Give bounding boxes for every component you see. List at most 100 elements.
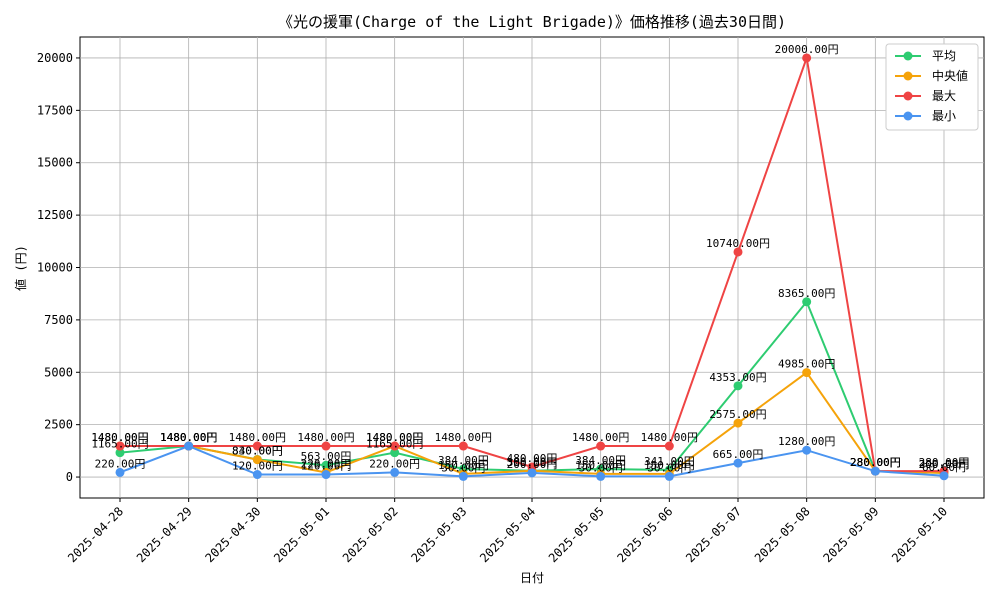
legend-label: 最小 xyxy=(932,109,956,123)
data-label: 280.00円 xyxy=(919,456,970,469)
y-axis-ticks: 0 2500 5000 7500 10000 12500 15000 17500 20000 xyxy=(37,51,80,484)
data-label: 120.00円 xyxy=(232,460,283,473)
data-label: 30.00円 xyxy=(647,461,691,474)
data-label: 1480.00円 xyxy=(641,431,698,444)
data-label: 1480.00円 xyxy=(91,431,148,444)
data-point xyxy=(321,470,331,480)
data-label: 220.00円 xyxy=(95,457,146,470)
data-label: 280.00円 xyxy=(850,456,901,469)
data-label: 300.00円 xyxy=(507,456,558,469)
data-point xyxy=(252,455,262,465)
x-tick-label: 2025-04-30 xyxy=(202,504,263,565)
data-label: 1480.00円 xyxy=(160,431,217,444)
data-point xyxy=(939,471,949,481)
y-tick-label: 7500 xyxy=(44,313,73,327)
data-label: 384.00円 xyxy=(575,454,626,467)
data-point xyxy=(390,441,400,451)
data-label: 300.00円 xyxy=(507,456,558,469)
data-label: 150.00円 xyxy=(575,459,626,472)
x-axis-ticks: 2025-04-28 2025-04-29 2025-04-30 2025-05-01… xyxy=(65,498,950,565)
data-point xyxy=(664,441,674,451)
data-label: 1480.00円 xyxy=(435,431,492,444)
y-tick-label: 12500 xyxy=(37,208,73,222)
legend-box xyxy=(885,43,979,131)
legend-label: 平均 xyxy=(932,49,956,63)
data-point xyxy=(390,448,400,458)
data-point xyxy=(115,441,125,451)
data-label: 1480.00円 xyxy=(572,431,629,444)
data-label: 830.00円 xyxy=(232,445,283,458)
data-label: 60.00円 xyxy=(922,461,966,474)
data-label: 220.00円 xyxy=(301,457,352,470)
x-tick-label: 2025-05-09 xyxy=(820,504,881,565)
data-point xyxy=(802,368,812,378)
x-tick-label: 2025-05-05 xyxy=(546,504,607,565)
data-point xyxy=(321,441,331,451)
data-point xyxy=(802,53,812,63)
x-tick-label: 2025-05-08 xyxy=(752,504,813,565)
data-label: 280.00円 xyxy=(850,456,901,469)
data-label: 480.00円 xyxy=(507,452,558,465)
data-point xyxy=(733,381,743,391)
data-point xyxy=(252,441,262,451)
data-point xyxy=(733,247,743,257)
data-point xyxy=(802,445,812,455)
x-tick-label: 2025-04-29 xyxy=(134,504,195,565)
data-label: 1480.00円 xyxy=(91,431,148,444)
data-label: 1480.00円 xyxy=(160,431,217,444)
data-point xyxy=(802,297,812,307)
x-tick-label: 2025-04-28 xyxy=(65,504,126,565)
data-point xyxy=(664,471,674,481)
data-label: 280.00円 xyxy=(850,456,901,469)
data-label: 1480.00円 xyxy=(160,431,217,444)
y-tick-label: 17500 xyxy=(37,103,73,117)
y-tick-label: 10000 xyxy=(37,261,73,275)
legend-label: 最大 xyxy=(932,89,956,103)
data-label: 840.00円 xyxy=(232,444,283,457)
data-label: 341.00円 xyxy=(644,455,695,468)
legend-marker xyxy=(903,51,913,61)
data-label: 1480.00円 xyxy=(366,431,423,444)
y-tick-label: 15000 xyxy=(37,156,73,170)
data-label: 8365.00円 xyxy=(778,287,835,300)
y-tick-label: 0 xyxy=(66,470,73,484)
legend-marker xyxy=(903,71,913,81)
data-label: 4353.00円 xyxy=(709,371,766,384)
data-label: 220.00円 xyxy=(369,457,420,470)
data-label: 150.00円 xyxy=(438,459,489,472)
data-point xyxy=(596,471,606,481)
data-label: 30.00円 xyxy=(441,461,485,474)
y-tick-label: 2500 xyxy=(44,418,73,432)
data-label: 384.00円 xyxy=(438,454,489,467)
data-label: 200.00円 xyxy=(919,458,970,471)
x-tick-label: 2025-05-04 xyxy=(477,504,538,565)
data-label: 200.00円 xyxy=(507,458,558,471)
y-tick-label: 20000 xyxy=(37,51,73,65)
data-point xyxy=(458,471,468,481)
data-label: 150.00円 xyxy=(644,459,695,472)
data-label: 1480.00円 xyxy=(229,431,286,444)
x-tick-label: 2025-05-06 xyxy=(614,504,675,565)
data-point xyxy=(184,441,194,451)
legend-marker xyxy=(903,111,913,121)
series-group xyxy=(115,53,949,481)
y-axis-label: 値 (円) xyxy=(13,245,28,291)
data-point xyxy=(252,470,262,480)
x-tick-label: 2025-05-07 xyxy=(683,504,744,565)
x-axis-label: 日付 xyxy=(520,571,544,585)
x-tick-label: 2025-05-03 xyxy=(408,504,469,565)
data-label: 665.00円 xyxy=(713,448,764,461)
data-label: 1280.00円 xyxy=(778,435,835,448)
data-label: 120.00円 xyxy=(301,460,352,473)
legend-label: 中央値 xyxy=(932,68,968,83)
data-point xyxy=(733,418,743,428)
legend-marker xyxy=(903,91,913,101)
data-label: 4985.00円 xyxy=(778,358,835,371)
data-point xyxy=(733,458,743,468)
data-point xyxy=(321,460,331,470)
data-point xyxy=(458,441,468,451)
data-label: 1165.00円 xyxy=(366,438,423,451)
data-label: 10740.00円 xyxy=(706,237,770,250)
